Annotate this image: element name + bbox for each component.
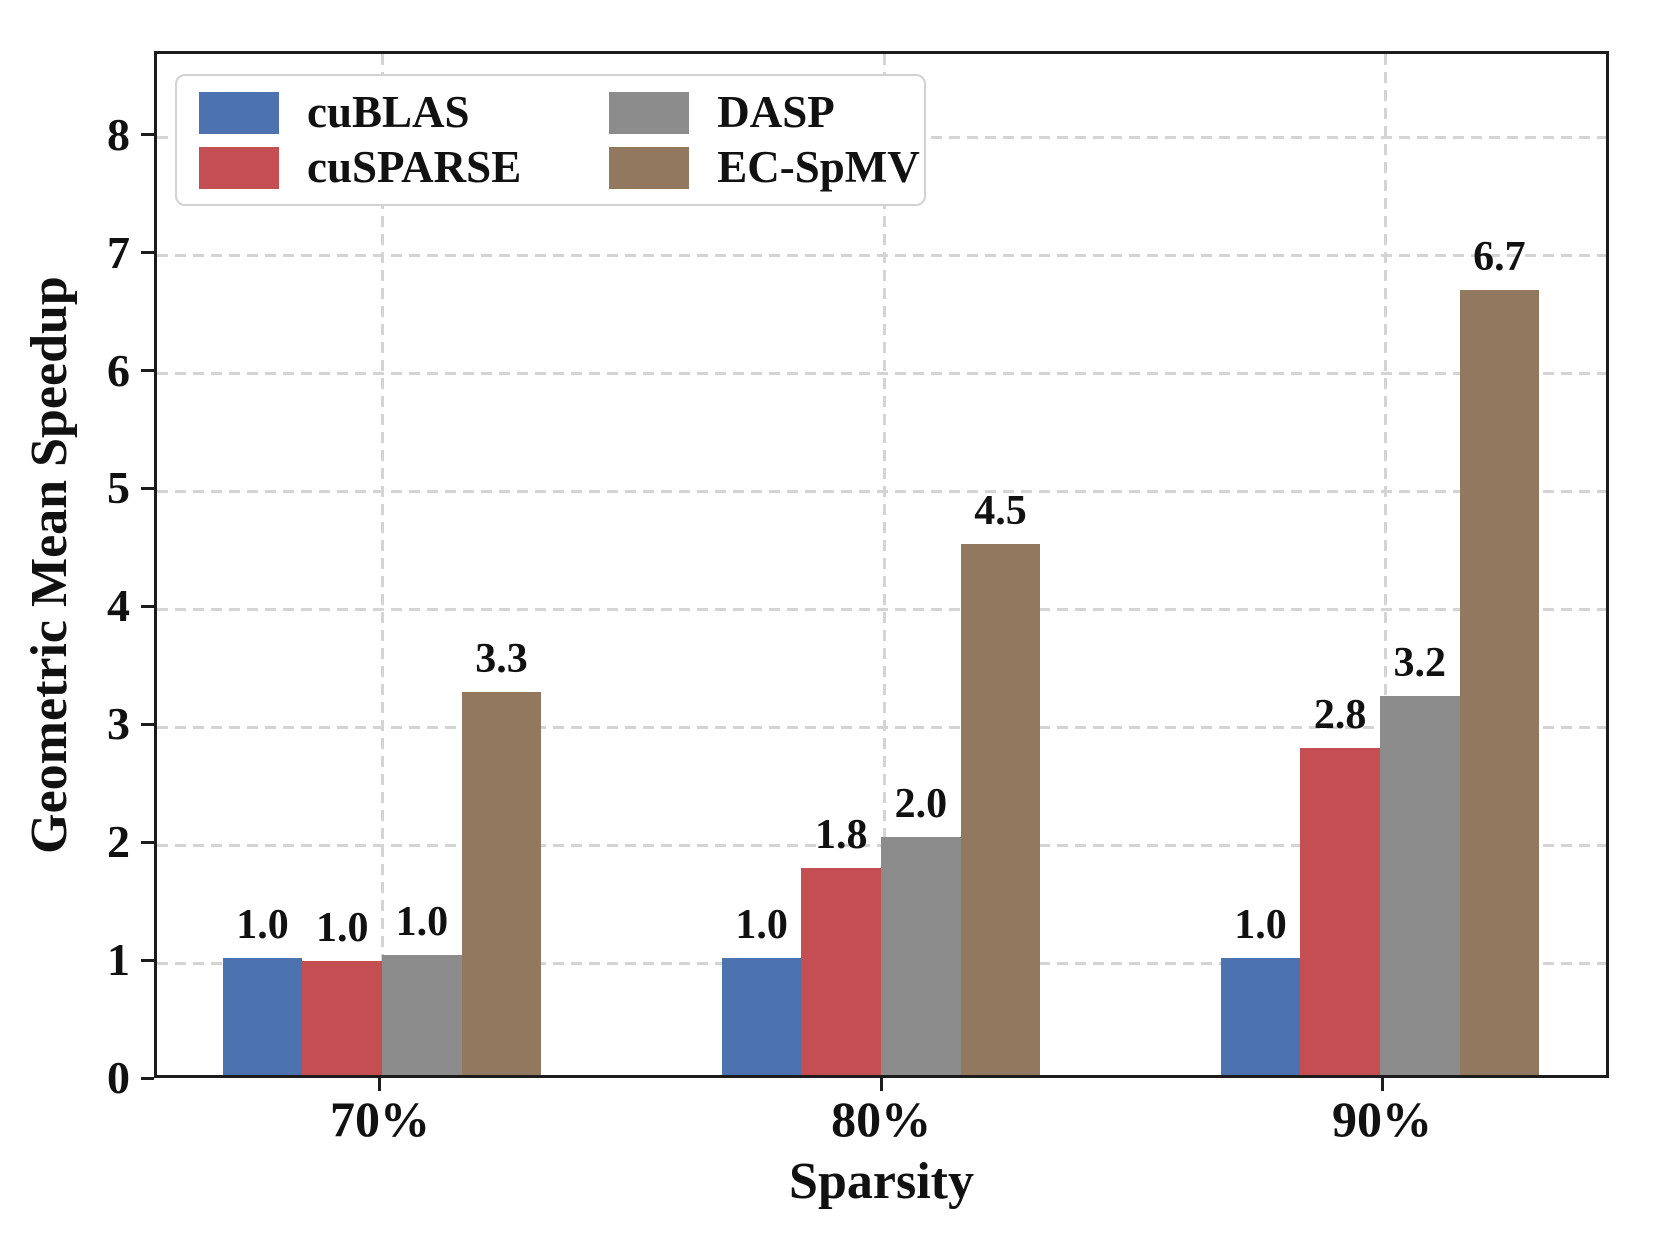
legend-label: cuSPARSE xyxy=(307,142,522,192)
bar-cuBLAS xyxy=(222,957,303,1075)
y-tick-mark xyxy=(141,133,154,137)
bar-value-label: 2.8 xyxy=(1313,691,1367,738)
legend-item-DASP: DASP xyxy=(609,90,920,135)
y-gridline xyxy=(157,607,1606,611)
bar-EC-SpMV xyxy=(461,691,542,1075)
y-tick-mark xyxy=(141,369,154,373)
y-tick-mark xyxy=(141,604,154,608)
bar-slot: 1.8 xyxy=(801,54,882,1075)
bar-value-label: 3.3 xyxy=(475,635,528,682)
bar-cuBLAS xyxy=(1220,957,1301,1075)
x-gridline xyxy=(1383,54,1387,1075)
bar-slot: 1.0 xyxy=(222,54,303,1075)
legend-swatch-EC-SpMV xyxy=(609,146,690,189)
bar-value-label: 1.8 xyxy=(814,811,868,858)
y-gridline xyxy=(157,725,1606,729)
x-tick-mark xyxy=(879,1078,883,1091)
y-tick-label: 0 xyxy=(107,1052,130,1103)
legend-item-EC-SpMV: EC-SpMV xyxy=(609,145,920,190)
y-tick-mark xyxy=(141,958,154,962)
bar-slot: 2.8 xyxy=(1300,54,1380,1075)
bar-cuSPARSE xyxy=(801,867,882,1075)
y-tick-label: 4 xyxy=(107,580,130,632)
x-gridline xyxy=(381,54,385,1075)
bar-slot: 3.2 xyxy=(1379,54,1460,1075)
bar-DASP xyxy=(881,837,961,1075)
bar-value-label: 1.0 xyxy=(395,899,449,946)
y-tick-label: 7 xyxy=(107,226,130,278)
y-axis-label-container: Geometric Mean Speedup xyxy=(14,51,86,1078)
x-axis-label: Sparsity xyxy=(789,1153,974,1210)
x-tick-label: 70% xyxy=(329,1091,430,1147)
bar-slot: 1.0 xyxy=(302,54,383,1075)
bar-DASP xyxy=(1379,696,1460,1075)
x-tick-label: 90% xyxy=(1332,1091,1433,1147)
bar-value-label: 1.0 xyxy=(315,905,369,952)
legend-swatch-cuSPARSE xyxy=(199,146,279,189)
bar-slot: 6.7 xyxy=(1459,54,1540,1075)
y-tick-label: 3 xyxy=(107,698,130,750)
legend-swatch-cuBLAS xyxy=(199,91,279,134)
legend: cuBLAS cuSPARSE DASP EC-SpMV xyxy=(175,74,926,206)
bar-EC-SpMV xyxy=(1459,289,1540,1075)
bar-cuSPARSE xyxy=(1300,747,1380,1075)
x-tick-label: 80% xyxy=(831,1091,932,1147)
bar-value-label: 1.0 xyxy=(236,901,289,948)
legend-item-cuBLAS: cuBLAS xyxy=(199,90,521,135)
bar-slot: 1.0 xyxy=(721,54,802,1075)
bar-value-label: 6.7 xyxy=(1473,233,1526,280)
bar-group-80%: 1.0 1.8 2.0 4.5 xyxy=(721,54,1041,1075)
y-tick-label: 1 xyxy=(107,934,130,986)
bar-DASP xyxy=(382,955,462,1075)
legend-item-cuSPARSE: cuSPARSE xyxy=(199,145,521,190)
y-tick-mark xyxy=(141,486,154,490)
bar-slot: 1.0 xyxy=(1220,54,1301,1075)
y-tick-label: 2 xyxy=(107,816,130,868)
bar-cuBLAS xyxy=(721,957,802,1075)
bar-slot: 4.5 xyxy=(960,54,1041,1075)
legend-label: cuBLAS xyxy=(307,87,470,137)
y-tick-mark xyxy=(141,1076,154,1080)
bar-cuSPARSE xyxy=(302,961,383,1075)
bar-slot: 1.0 xyxy=(382,54,462,1075)
bar-group-90%: 1.0 2.8 3.2 6.7 xyxy=(1220,54,1540,1075)
bar-value-label: 1.0 xyxy=(1234,901,1287,948)
bar-EC-SpMV xyxy=(960,544,1041,1075)
y-gridline xyxy=(157,489,1606,493)
bar-value-label: 4.5 xyxy=(974,488,1027,534)
y-gridline xyxy=(157,372,1606,376)
y-tick-mark xyxy=(141,840,154,844)
x-tick-mark xyxy=(1380,1078,1384,1091)
bar-value-label: 3.2 xyxy=(1393,640,1447,687)
bar-slot: 3.3 xyxy=(461,54,542,1075)
y-tick-label: 5 xyxy=(107,462,130,514)
legend-label: DASP xyxy=(717,87,835,137)
bar-value-label: 1.0 xyxy=(735,901,788,948)
y-gridline xyxy=(157,254,1606,258)
y-tick-label: 6 xyxy=(107,344,130,396)
x-gridline xyxy=(882,54,886,1075)
legend-label: EC-SpMV xyxy=(717,142,920,192)
x-tick-mark xyxy=(378,1078,382,1091)
plot-area: cuBLAS cuSPARSE DASP EC-SpMV 1.0 1.0 1.0 3.3 1.… xyxy=(154,51,1609,1078)
y-tick-mark xyxy=(141,251,154,255)
bar-slot: 2.0 xyxy=(881,54,961,1075)
y-tick-mark xyxy=(141,722,154,726)
bar-group-70%: 1.0 1.0 1.0 3.3 xyxy=(222,54,542,1075)
legend-swatch-DASP xyxy=(609,91,690,134)
y-tick-label: 8 xyxy=(107,108,130,160)
bar-value-label: 2.0 xyxy=(894,781,948,828)
